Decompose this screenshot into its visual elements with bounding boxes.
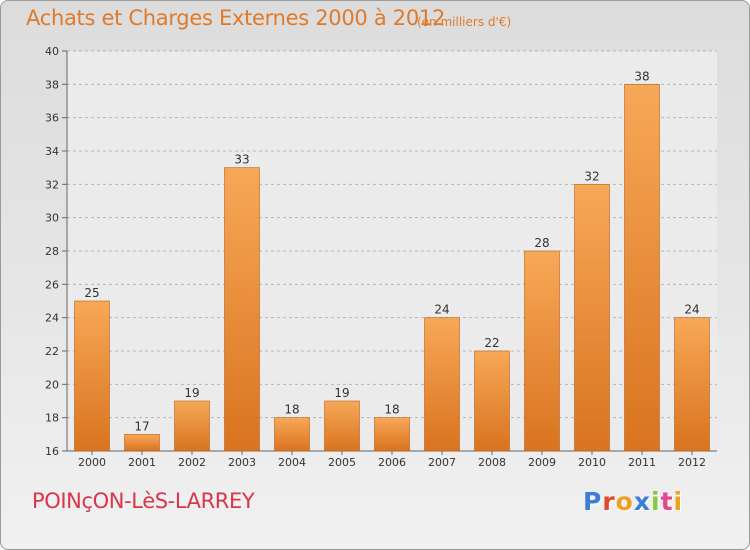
bar bbox=[474, 350, 510, 452]
bar bbox=[224, 167, 260, 452]
bar bbox=[624, 84, 660, 452]
x-tick-label: 2011 bbox=[628, 456, 656, 469]
bar bbox=[174, 400, 210, 452]
data-label: 22 bbox=[484, 336, 499, 350]
y-tick-label: 16 bbox=[45, 445, 59, 458]
y-tick-label: 34 bbox=[45, 145, 59, 158]
y-tick-label: 18 bbox=[45, 412, 59, 425]
bar bbox=[374, 417, 410, 452]
chart-title: Achats et Charges Externes 2000 à 2012 bbox=[26, 6, 446, 30]
y-tick-label: 40 bbox=[45, 45, 59, 58]
proxiti-logo: Proxiti bbox=[583, 487, 683, 516]
x-tick-label: 2010 bbox=[578, 456, 606, 469]
data-label: 24 bbox=[684, 303, 699, 317]
x-tick-label: 2002 bbox=[178, 456, 206, 469]
y-tick-label: 38 bbox=[45, 78, 59, 91]
y-tick-label: 32 bbox=[45, 178, 59, 191]
bar bbox=[674, 317, 710, 452]
x-tick-label: 2006 bbox=[378, 456, 406, 469]
data-label: 25 bbox=[84, 286, 99, 300]
x-tick-label: 2009 bbox=[528, 456, 556, 469]
x-tick-label: 2005 bbox=[328, 456, 356, 469]
x-tick-labels: 2000 2001 2002 2003 2004 2005 2006 2007 2008 2009… bbox=[78, 456, 706, 469]
place-name: POINçON-LèS-LARREY bbox=[32, 489, 255, 513]
logo-letter: x bbox=[633, 487, 651, 516]
data-label: 33 bbox=[234, 153, 249, 167]
x-tick-label: 2001 bbox=[128, 456, 156, 469]
x-tick-label: 2007 bbox=[428, 456, 456, 469]
bar bbox=[74, 300, 110, 452]
data-label: 28 bbox=[534, 236, 549, 250]
data-label: 18 bbox=[284, 403, 299, 417]
y-tick-label: 20 bbox=[45, 378, 59, 391]
unit-label: (en milliers d'€) bbox=[417, 15, 512, 29]
data-labels: 25 17 19 33 18 19 18 24 22 28 32 38 24 bbox=[84, 69, 699, 433]
y-tick-label: 26 bbox=[45, 278, 59, 291]
data-label: 19 bbox=[184, 386, 199, 400]
logo-letter: i bbox=[651, 487, 661, 516]
y-tick-label: 24 bbox=[45, 312, 59, 325]
bars bbox=[74, 84, 710, 452]
x-tick-label: 2012 bbox=[678, 456, 706, 469]
data-label: 19 bbox=[334, 386, 349, 400]
x-tick-label: 2003 bbox=[228, 456, 256, 469]
logo-letter: r bbox=[602, 487, 616, 516]
y-tick-label: 28 bbox=[45, 245, 59, 258]
logo-letter: P bbox=[583, 487, 603, 516]
y-tick-labels: 16 18 20 22 24 26 28 30 32 34 36 38 40 bbox=[45, 45, 59, 458]
data-label: 38 bbox=[634, 69, 649, 83]
y-tick-label: 30 bbox=[45, 212, 59, 225]
logo-letter: i bbox=[673, 487, 684, 516]
bar bbox=[324, 400, 360, 452]
logo-letter: t bbox=[660, 487, 674, 516]
data-label: 32 bbox=[584, 169, 599, 183]
data-label: 18 bbox=[384, 403, 399, 417]
y-tick-label: 36 bbox=[45, 112, 59, 125]
bar bbox=[124, 434, 160, 452]
x-tick-label: 2004 bbox=[278, 456, 306, 469]
bar bbox=[574, 184, 610, 452]
x-tick-label: 2000 bbox=[78, 456, 106, 469]
data-label: 24 bbox=[434, 303, 449, 317]
bar bbox=[524, 250, 560, 452]
bar bbox=[274, 417, 310, 452]
x-tick-label: 2008 bbox=[478, 456, 506, 469]
y-tick-label: 22 bbox=[45, 345, 59, 358]
bar bbox=[424, 317, 460, 452]
logo-letter: o bbox=[615, 487, 634, 516]
data-label: 17 bbox=[134, 419, 149, 433]
